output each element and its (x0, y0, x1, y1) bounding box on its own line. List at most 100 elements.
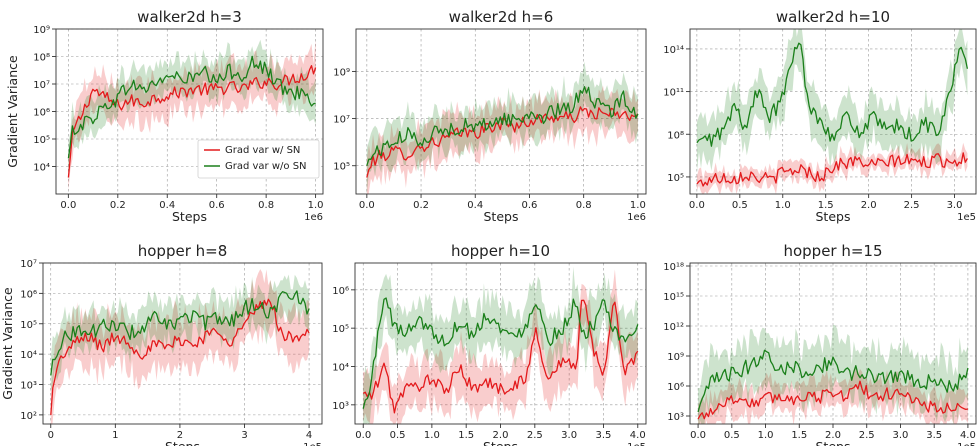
series-band-sn (696, 142, 968, 194)
x-tick-label: 2.0 (493, 430, 509, 441)
x-tick-label: 4.0 (960, 430, 976, 441)
y-tick-label: 10⁸ (667, 130, 684, 141)
chart-title: hopper h=10 (451, 242, 550, 260)
y-tick-label: 10¹⁴ (663, 45, 684, 56)
chart-title: walker2d h=3 (137, 8, 242, 26)
y-tick-label: 10⁵ (33, 135, 50, 146)
y-tick-label: 10⁹ (33, 25, 50, 36)
y-tick-label: 10³ (667, 412, 684, 423)
x-tick-label: 0.0 (60, 200, 76, 211)
axes-frame (42, 262, 323, 425)
x-tick-label: 3.0 (892, 430, 908, 441)
y-tick-label: 10⁵ (332, 324, 349, 335)
x-tick-label: 2.5 (859, 430, 875, 441)
series-line-nosn (697, 349, 969, 413)
legend-label-nosn: Grad var w/o SN (225, 161, 307, 172)
series-line-sn (696, 152, 968, 187)
y-tick-label: 10⁴ (33, 163, 50, 174)
x-tick-label: 1.0 (758, 430, 774, 441)
x-tick-label: 2 (177, 430, 183, 441)
chart-title: walker2d h=6 (449, 8, 554, 26)
x-tick-label: 0.8 (258, 200, 274, 211)
x-tick-label: 3 (241, 430, 247, 441)
chart-panel-6: 0.0 0.5 1.0 1.5 2.0 2.5 3.0 3.5 4.0 10³ 10⁶ 10⁹ 10¹²… (663, 242, 977, 446)
series-band-nosn (363, 266, 638, 424)
plot-area (697, 324, 969, 424)
x-tick-label: 0.0 (689, 200, 705, 211)
series-line-sn (366, 106, 639, 178)
x-tick-label: 2.0 (861, 200, 877, 211)
series-line-nosn (366, 86, 639, 166)
series-line-sn (50, 298, 310, 415)
plot-area (696, 29, 969, 194)
series-line-sn (362, 299, 639, 414)
series-line-nosn (362, 297, 639, 409)
series-band-nosn (696, 29, 968, 172)
y-tick-label: 10⁹ (333, 67, 350, 78)
legend: Grad var w/ SN Grad var w/o SN (197, 139, 320, 179)
x-tick-label: 4 (306, 430, 312, 441)
chart-title: hopper h=15 (783, 242, 882, 260)
x-tick-label: 0.2 (413, 200, 429, 211)
series-line-nosn (67, 55, 316, 159)
x-tick-label: 0.2 (110, 200, 126, 211)
x-tick-label: 1.0 (630, 200, 646, 211)
y-tick-label: 10⁶ (332, 286, 349, 297)
y-tick-label: 10⁴ (20, 350, 37, 361)
chart-panel-3: 0.0 0.5 1.0 1.5 2.0 2.5 3.0 10⁵ 10⁸ 10¹¹ 10¹⁴ 1e5 wa… (663, 8, 977, 224)
x-tick-label: 4.0 (630, 430, 646, 441)
x-multiplier-label: 1e6 (627, 212, 646, 223)
chart-panel-5: 0.0 0.5 1.0 1.5 2.0 2.5 3.0 3.5 4.0 10³ 10⁴ 10⁵ 10⁶ 1… (332, 242, 647, 446)
y-tick-label: 10⁸ (33, 53, 50, 64)
x-tick-label: 0.4 (467, 200, 483, 211)
series-band-nosn (366, 61, 638, 194)
chart-panel-2: 0.0 0.2 0.4 0.6 0.8 1.0 10⁵ 10⁷ 10⁹ 1e6 walker2d h… (333, 8, 647, 224)
y-tick-label: 10³ (332, 401, 349, 412)
y-tick-label: 10⁵ (667, 173, 684, 184)
y-tick-label: 10⁷ (333, 115, 350, 126)
y-tick-label: 10⁹ (667, 352, 684, 363)
y-axis-label: Gradient Variance (0, 287, 15, 400)
y-tick-label: 10⁷ (20, 259, 37, 270)
axes-frame (689, 28, 977, 195)
plot-area (67, 39, 317, 191)
x-multiplier-label: 1e5 (303, 442, 322, 446)
x-tick-label: 0.5 (724, 430, 740, 441)
x-tick-label: 2.5 (527, 430, 543, 441)
x-tick-label: 3.5 (926, 430, 942, 441)
series-band-nosn (68, 39, 316, 181)
x-tick-label: 0.6 (209, 200, 225, 211)
series-line-nosn (696, 42, 969, 147)
plot-area (50, 269, 310, 424)
x-tick-label: 0.4 (159, 200, 175, 211)
series-band-sn (68, 39, 316, 191)
x-tick-label: 0.0 (359, 200, 375, 211)
x-axis-label: Steps (172, 209, 207, 224)
chart-panel-1: 0.0 0.2 0.4 0.6 0.8 1.0 10⁴ 10⁵ 10⁶ 10⁷ 10⁸ 10⁹ 1e6 w… (5, 8, 324, 224)
series-line-nosn (50, 290, 310, 376)
x-tick-label: 0.5 (390, 430, 406, 441)
x-tick-label: 0.8 (576, 200, 592, 211)
x-tick-label: 2.5 (904, 200, 920, 211)
y-tick-label: 10¹⁵ (663, 292, 684, 303)
x-tick-label: 1.0 (775, 200, 791, 211)
chart-title: hopper h=8 (138, 242, 228, 260)
y-tick-label: 10⁶ (667, 382, 684, 393)
y-tick-label: 10³ (20, 381, 37, 392)
chart-panel-4: 0 1 2 3 4 10² 10³ 10⁴ 10⁵ 10⁶ 10⁷ 1e5 hopper h=8 Step… (0, 242, 323, 446)
x-axis-label: Steps (484, 209, 519, 224)
y-tick-label: 10¹⁸ (663, 262, 684, 273)
x-tick-label: 1.0 (308, 200, 324, 211)
y-tick-label: 10⁴ (332, 363, 349, 374)
x-tick-label: 3.0 (561, 430, 577, 441)
axes-frame (355, 28, 647, 195)
x-multiplier-label: 1e5 (957, 442, 976, 446)
series-band-nosn (698, 324, 968, 424)
y-tick-label: 10⁵ (333, 162, 350, 173)
series-line-sn (67, 65, 317, 178)
y-tick-label: 10² (20, 411, 37, 422)
x-tick-label: 1.5 (791, 430, 807, 441)
legend-label-sn: Grad var w/ SN (225, 145, 300, 156)
plot-area (366, 61, 639, 194)
